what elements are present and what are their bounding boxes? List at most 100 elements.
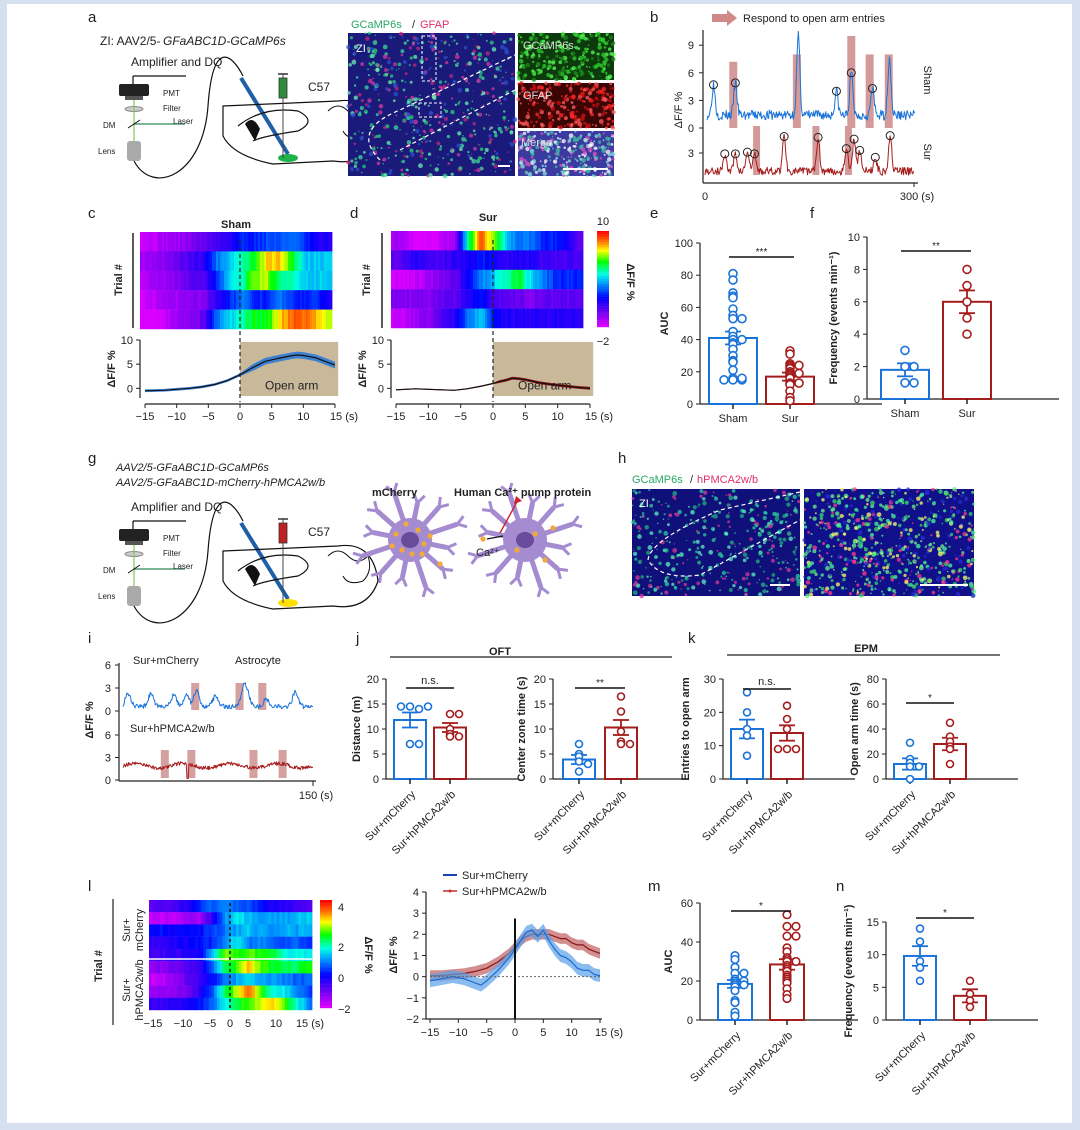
panel-c-heatmap-cell [222,232,225,252]
panel-a-zi-micrograph-cell [382,54,388,60]
panel-c-heatmap-cell [250,290,253,310]
panel-l-heatmap-cell [195,900,199,913]
panel-l-trace-x-tick-label: 10 [566,1027,578,1039]
panel-l-x-tick-label: 10 [270,1018,282,1030]
panel-j-distance-significance-label: n.s. [421,675,439,687]
panel-h-zi-micrograph-cell [781,560,785,564]
panel-a-zi-micrograph-cell [483,152,486,155]
panel-h-zoom-micrograph-cell [885,550,890,555]
panel-d-heatmap-cell [535,289,538,309]
panel-d-heatmap-cell [503,269,506,290]
panel-h-zoom-micrograph-cell [841,586,845,590]
panel-a-zi-micrograph-cell [367,47,370,50]
panel-k-entries-data-point [791,744,801,754]
panel-l-colorbar-cell [320,999,332,1001]
panel-c-heatmap-cell [320,309,323,330]
panel-a-zi-micrograph-cell [475,159,481,164]
panel-a-dm-mirror [127,119,141,129]
panel-c-heatmap-cell [280,232,283,252]
panel-h-zi-micrograph-cell [767,531,772,536]
panel-h-zoom-micrograph-cell [914,534,918,539]
panel-d-heatmap-cell [561,250,564,270]
panel-a-zi-micrograph-cell [491,46,494,48]
panel-d-heatmap-cell [567,250,570,270]
panel-h-zi-micrograph-cell [702,565,704,568]
panel-h-zi-micrograph-cell [702,497,706,501]
panel-h-zi-micrograph-cell [721,570,726,576]
panel-a-zi-micrograph-cell [477,33,479,35]
panel-a-inset-gfap-cell [571,105,576,109]
panel-l-heatmap-cell [246,948,250,962]
panel-d-heatmap-cell [461,250,464,270]
panel-h-zoom-micrograph-cell [830,494,835,499]
panel-c-heatmap-cell [320,270,323,291]
panel-l-heatmap-cell [149,900,153,913]
panel-h-zi-micrograph-cell [700,544,705,549]
panel-k-entries-y-tick-label: 10 [704,741,716,753]
panel-a-zi-micrograph-cell [362,150,366,154]
panel-h-zoom-micrograph-cell [890,513,893,516]
panel-h-zoom-micrograph-cell [882,517,885,520]
panel-h-zi-micrograph-cell [784,496,790,502]
panel-h-zi-micrograph-cell [742,558,747,563]
panel-h-zoom-micrograph-cell [874,557,878,561]
panel-a-inset-merge-cell [534,170,538,174]
panel-l-heatmap-cell [149,948,153,962]
panel-l-heatmap-cell [260,900,264,913]
panel-c-heatmap-cell [210,270,213,291]
panel-h-zi-micrograph-cell [768,524,773,529]
panel-d-heatmap-cell [485,289,488,309]
panel-a-inset-merge-cell [598,146,601,149]
panel-d-heatmap-cell [579,289,582,309]
panel-c-heatmap-cell [144,270,147,291]
panel-l-heatmap-cell [290,961,294,974]
panel-a-inset-gcamp-cell [604,41,609,46]
panel-d-heatmap-cell [485,250,488,270]
panel-a-inset-gcamp-cell [547,64,552,69]
panel-l-heatmap-cell [268,912,272,925]
panel-l-heatmap-cell [181,985,185,998]
panel-d-heatmap-cell [575,231,578,251]
panel-d-heatmap-cell [547,269,550,290]
panel-d-heatmap-cell [497,231,500,251]
panel-l-colorbar-cell [320,945,332,947]
panel-l-heatmap-cell [227,973,231,986]
panel-a-inset-gfap-cell [598,119,604,124]
panel-l-heatmap-cell [192,900,196,913]
panel-c-heatmap-cell [310,232,313,252]
panel-a-inset-gcamp-cell [583,47,588,51]
panel-c-heatmap-cell [272,251,275,271]
panel-a-zi-micrograph-cell [443,56,447,60]
panel-h-zoom-micrograph-cell [865,557,869,561]
panel-l-heatmap-cell [222,900,226,913]
panel-a-virus-construct: GFaABC1D-GCaMP6s [163,34,286,48]
panel-l-heatmap-cell [268,948,272,962]
panel-l-heatmap-cell [260,985,264,998]
panel-a-zi-micrograph-cell [423,130,427,134]
panel-l-heatmap-cell [282,973,286,986]
panel-d-colorbar-cell [597,231,609,233]
panel-h-zoom-micrograph-cell [912,554,916,558]
panel-j-center-time-significance-label: ** [596,678,604,689]
panel-l-heatmap-cell [200,936,204,950]
panel-h-zi-micrograph-cell [702,525,707,530]
panel-h-zoom-micrograph-cell [863,547,868,552]
panel-g-mcherry-label: mCherry [372,487,418,499]
panel-g-brain-outline [222,544,379,610]
panel-letter-e: e [650,205,658,222]
panel-d-heatmap-cell [441,289,444,309]
panel-g-astrocyte-pump-branch [536,586,543,598]
panel-h-zi-micrograph-cell [663,513,666,516]
panel-c-heatmap-cell [296,270,299,291]
panel-h-zoom-micrograph-cell [898,582,901,585]
panel-a-inset-merge-cell [583,138,588,143]
panel-h-zoom-micrograph-cell [969,584,975,589]
panel-h-zoom-micrograph-cell [816,492,821,497]
panel-l-heatmap-cell [273,973,278,986]
panel-d-heatmap-cell [491,308,494,329]
panel-d-heatmap-cell [575,308,578,329]
panel-b-sur-event-marker [720,149,730,159]
panel-a-zi-micrograph-cell [362,164,366,169]
panel-a-inset-gcamp-cell [607,74,613,79]
panel-d-heatmap-cell [521,250,524,270]
